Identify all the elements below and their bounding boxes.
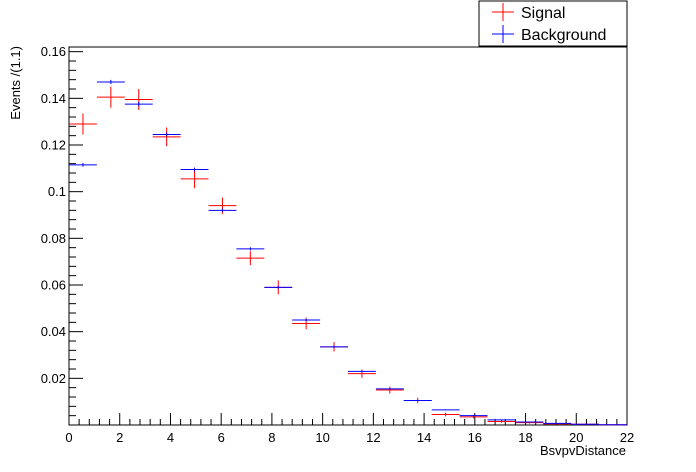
x-tick-label: 6 <box>218 430 225 445</box>
data-point <box>124 102 153 107</box>
y-tick-label: 0.06 <box>41 278 66 293</box>
data-point <box>375 386 404 394</box>
data-point <box>431 412 460 417</box>
data-point <box>180 169 209 189</box>
data-point <box>431 409 460 411</box>
data-point <box>459 415 488 417</box>
x-tick-label: 20 <box>569 430 583 445</box>
x-tick-label: 16 <box>468 430 482 445</box>
data-point <box>124 89 153 110</box>
x-tick-label: 12 <box>366 430 380 445</box>
legend: Signal Background <box>478 0 628 47</box>
series-signal <box>69 86 627 426</box>
x-tick-label: 2 <box>116 430 123 445</box>
y-tick-label: 0.16 <box>41 44 66 59</box>
legend-item-signal: Signal <box>492 3 565 22</box>
plot-frame <box>68 46 628 426</box>
x-axis-tick-labels: 0 2 4 6 8 10 12 14 16 18 20 22 <box>65 430 634 445</box>
data-point <box>69 113 97 135</box>
data-point <box>264 285 293 289</box>
data-point <box>292 318 321 322</box>
x-tick-label: 8 <box>268 430 275 445</box>
series-background <box>69 79 627 426</box>
y-tick-label: 0.12 <box>41 138 66 153</box>
data-point <box>208 208 237 212</box>
y-axis-tick-labels: 0.02 0.04 0.06 0.08 0.1 0.12 0.14 0.16 <box>41 44 66 386</box>
x-axis-label: BsvpvDistance <box>540 443 626 458</box>
data-point <box>152 132 181 137</box>
data-point <box>236 247 265 251</box>
x-tick-label: 0 <box>65 430 72 445</box>
data-point <box>375 388 404 390</box>
y-tick-label: 0.02 <box>41 371 66 386</box>
y-tick-label: 0.04 <box>41 324 66 339</box>
y-tick-label: 0.08 <box>41 231 66 246</box>
data-point <box>487 420 516 423</box>
data-point <box>320 345 348 348</box>
data-point <box>96 79 125 85</box>
x-tick-label: 14 <box>417 430 431 445</box>
data-point <box>152 127 181 147</box>
y-axis-ticks <box>69 51 83 426</box>
data-point <box>96 86 125 108</box>
legend-item-background: Background <box>492 25 606 44</box>
data-series <box>69 79 627 426</box>
y-tick-label: 0.1 <box>48 184 66 199</box>
x-tick-label: 4 <box>167 430 174 445</box>
x-tick-label: 22 <box>620 430 634 445</box>
y-tick-label: 0.14 <box>41 91 66 106</box>
legend-box <box>478 0 628 47</box>
x-tick-label: 18 <box>518 430 532 445</box>
data-point <box>348 370 376 373</box>
data-point <box>236 251 265 266</box>
data-point <box>69 162 97 167</box>
legend-background-label: Background <box>521 27 606 44</box>
y-axis-label: Events /(1.1) <box>8 46 23 120</box>
data-point <box>403 399 432 402</box>
legend-signal-label: Signal <box>521 5 565 22</box>
x-axis-ticks <box>68 413 628 425</box>
data-point <box>180 167 209 172</box>
x-tick-label: 10 <box>315 430 329 445</box>
